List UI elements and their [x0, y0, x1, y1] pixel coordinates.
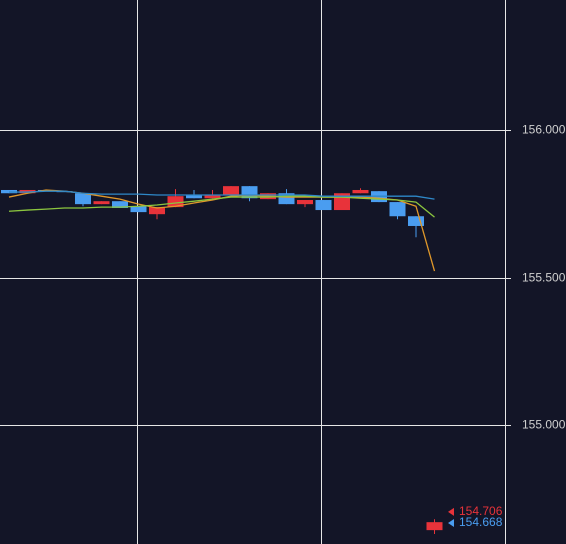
candle-body	[223, 186, 239, 196]
candle-body	[408, 216, 424, 226]
candle-body	[204, 195, 221, 199]
candle-body	[352, 189, 369, 194]
price-marker	[448, 507, 454, 516]
candle-body	[278, 193, 295, 205]
candle-body	[426, 522, 443, 531]
candle-body	[389, 202, 406, 217]
candle-body	[75, 193, 91, 205]
ma-line	[9, 190, 435, 200]
y-tick-label: 155.000	[522, 418, 566, 432]
candle-body	[112, 201, 128, 208]
ma-line	[8, 195, 435, 218]
price-marker	[448, 519, 454, 528]
price-label: 154.668	[459, 515, 503, 529]
candle-body	[93, 201, 110, 205]
y-tick-label: 155.500	[522, 271, 566, 285]
candle-body	[297, 200, 313, 205]
candle-body	[149, 207, 165, 215]
candle-body	[167, 196, 184, 208]
price-label: 154.706	[459, 504, 503, 518]
candle-body	[130, 206, 147, 213]
candle-body	[186, 195, 202, 199]
y-tick-label: 156.000	[522, 123, 566, 137]
candle-body	[315, 200, 332, 211]
